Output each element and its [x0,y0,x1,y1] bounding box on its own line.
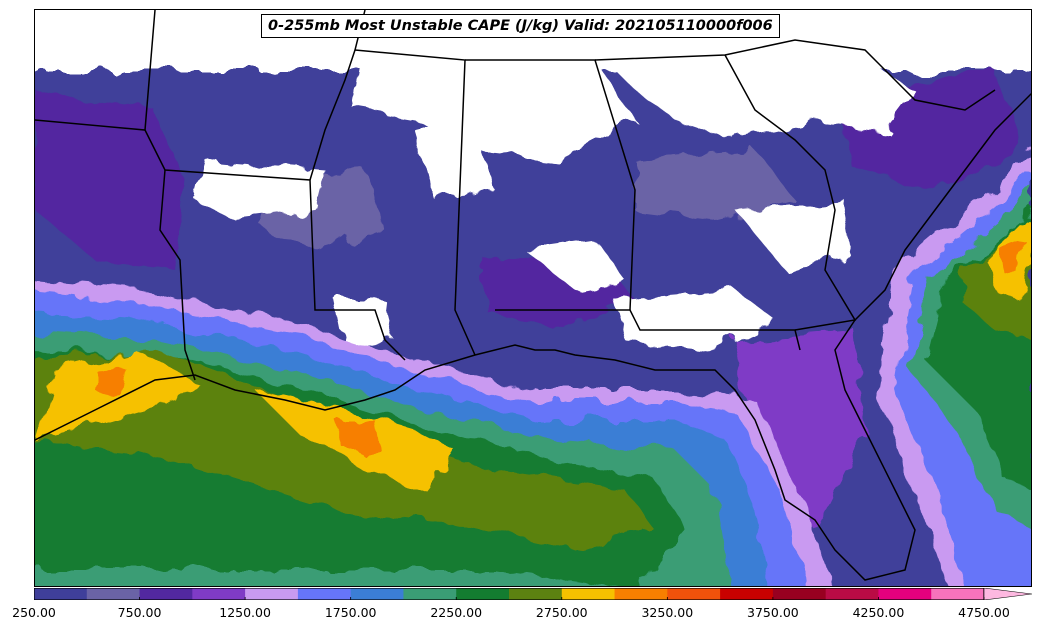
colorbar-segment [878,588,932,600]
colorbar-segment [192,588,246,600]
colorbar-extend-arrow [983,588,1032,600]
colorbar-tick-label: 3250.00 [641,605,694,620]
colorbar-segment [350,588,404,600]
boundaries [35,10,1031,581]
colorbar-segment [297,588,352,600]
colorbar-segment [139,588,193,600]
colorbar-tick-label: 2750.00 [535,605,588,620]
colorbar-tick-label: 1750.00 [324,605,377,620]
colorbar-segment [667,588,721,600]
colorbar-tick-label: 250.00 [12,605,56,620]
colorbar-segment [825,588,879,600]
colorbar-tick-label: 3750.00 [747,605,799,620]
colorbar-segment [614,588,668,600]
colorbar-tick-label: 750.00 [117,605,162,620]
colorbar-segment [720,588,774,600]
map-title: 0-255mb Most Unstable CAPE (J/kg) Valid:… [261,14,780,38]
colorbar-tick-label: 4250.00 [852,605,905,620]
colorbar-tick-label: 1250.00 [219,605,271,620]
cape-map [35,10,1031,586]
cape-field [35,50,1031,586]
colorbar-segment [561,588,616,600]
colorbar-segment [86,588,141,600]
colorbar-segment [931,588,985,600]
colorbar-segment [403,588,457,600]
colorbar-segment [245,588,299,600]
colorbar-outline [34,588,985,600]
map-frame [34,9,1032,587]
colorbar-segment [34,588,88,600]
colorbar-tick-label: 4750.00 [958,605,1010,620]
colorbar-segment [456,588,510,600]
colorbar [34,588,1032,600]
colorbar-segment [509,588,563,600]
colorbar-tick-label: 2250.00 [430,605,483,620]
colorbar-segment [772,588,827,600]
